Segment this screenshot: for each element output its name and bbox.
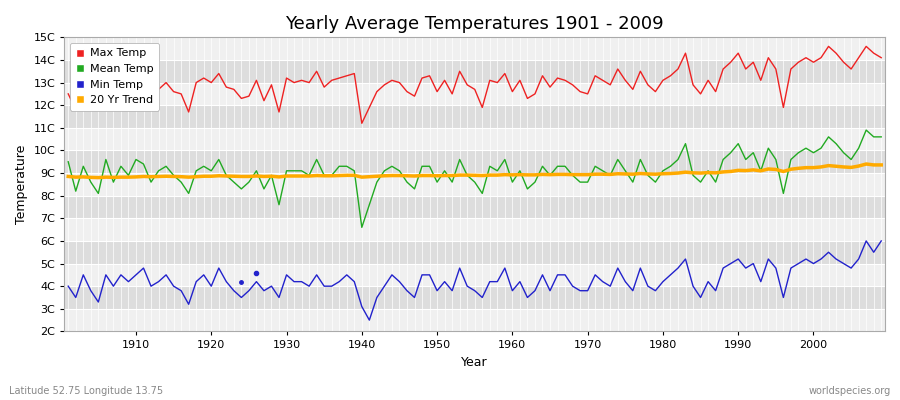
Bar [65, 128, 885, 150]
Title: Yearly Average Temperatures 1901 - 2009: Yearly Average Temperatures 1901 - 2009 [285, 15, 664, 33]
Bar [65, 286, 885, 309]
Bar [65, 82, 885, 105]
Text: worldspecies.org: worldspecies.org [809, 386, 891, 396]
Bar [65, 60, 885, 82]
Bar [65, 173, 885, 196]
Y-axis label: Temperature: Temperature [15, 145, 28, 224]
Bar [65, 309, 885, 332]
Bar [65, 218, 885, 241]
Legend: Max Temp, Mean Temp, Min Temp, 20 Yr Trend: Max Temp, Mean Temp, Min Temp, 20 Yr Tre… [70, 43, 159, 111]
Bar [65, 150, 885, 173]
Bar [65, 264, 885, 286]
X-axis label: Year: Year [462, 356, 488, 369]
Bar [65, 196, 885, 218]
Text: Latitude 52.75 Longitude 13.75: Latitude 52.75 Longitude 13.75 [9, 386, 163, 396]
Bar [65, 241, 885, 264]
Bar [65, 37, 885, 60]
Bar [65, 105, 885, 128]
